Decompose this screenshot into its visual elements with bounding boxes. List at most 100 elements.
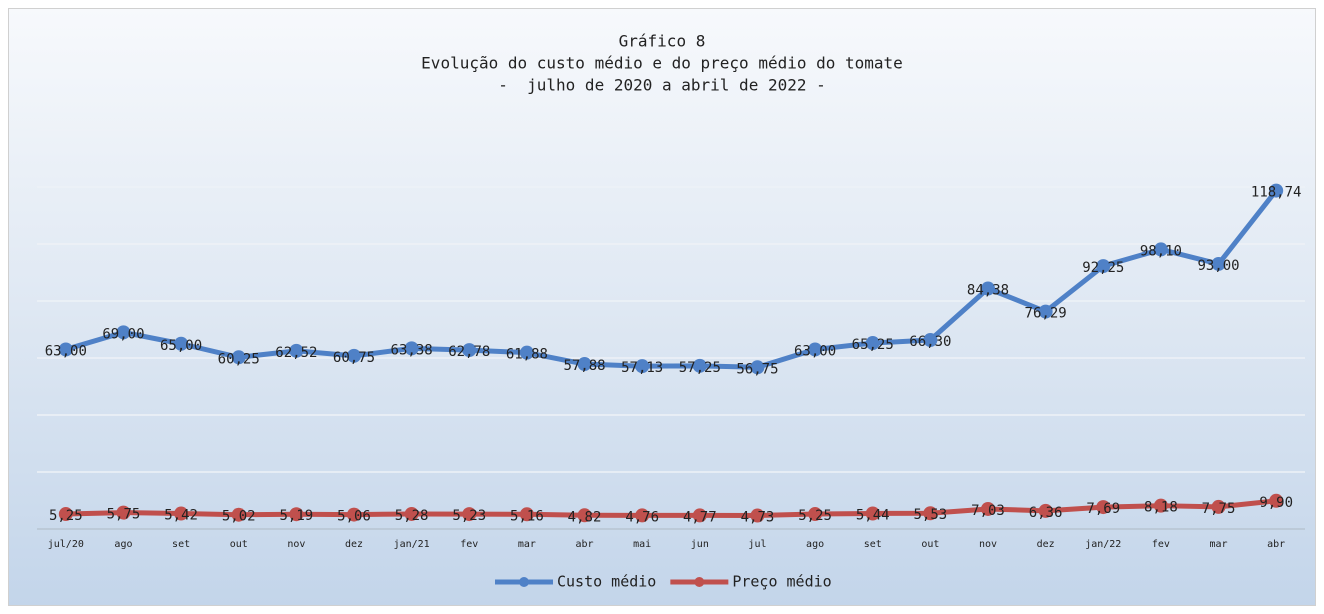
data-label: 4,82: [568, 509, 602, 525]
data-label: 6,36: [1029, 505, 1063, 521]
chart-subtitle: Evolução do custo médio e do preço médio…: [421, 54, 903, 73]
marker: [1211, 256, 1226, 271]
marker: [231, 507, 246, 522]
data-label: 69,00: [102, 326, 144, 342]
data-label: 5,25: [798, 508, 832, 524]
x-tick-label: set: [172, 539, 190, 550]
data-label: 7,75: [1202, 501, 1236, 517]
data-label: 65,00: [160, 338, 202, 354]
marker: [635, 359, 650, 374]
x-tick-label: jul: [748, 539, 766, 550]
marker: [1153, 242, 1168, 257]
data-label: 93,00: [1197, 258, 1239, 274]
marker: [923, 506, 938, 521]
marker: [1269, 493, 1284, 508]
data-label: 60,75: [333, 350, 375, 366]
data-label: 5,42: [164, 508, 198, 524]
data-label: 57,25: [679, 360, 721, 376]
x-tick-label: mai: [633, 539, 651, 550]
data-label: 9,90: [1259, 495, 1293, 511]
marker: [116, 505, 131, 520]
marker: [462, 507, 477, 522]
chart-subtitle: - julho de 2020 a abril de 2022 -: [498, 76, 826, 95]
x-tick-label: mar: [518, 539, 536, 550]
x-tick-label: dez: [345, 539, 363, 550]
x-tick-label: jan/22: [1085, 539, 1121, 550]
data-label: 57,88: [563, 358, 605, 374]
marker: [404, 506, 419, 521]
series-line: [65, 498, 1277, 519]
series-line: [65, 189, 1279, 370]
data-label: 5,53: [914, 507, 948, 523]
x-tick-label: out: [921, 539, 939, 550]
data-label: 8,18: [1144, 500, 1178, 516]
data-label: 118,74: [1251, 185, 1302, 201]
x-tick-label: nov: [287, 539, 305, 550]
data-label: 57,13: [621, 360, 663, 376]
data-label: 76,29: [1025, 306, 1067, 322]
data-label: 4,73: [741, 510, 775, 526]
x-tick-label: fev: [460, 539, 478, 550]
data-label: 5,28: [395, 508, 429, 524]
data-label: 4,77: [683, 509, 717, 525]
marker: [174, 506, 189, 521]
legend-marker: [694, 577, 705, 587]
data-label: 56,75: [736, 361, 778, 377]
data-label: 5,25: [49, 508, 83, 524]
data-label: 63,00: [794, 343, 836, 359]
marker: [1153, 498, 1168, 513]
marker: [635, 508, 650, 523]
marker: [58, 507, 73, 522]
marker: [808, 507, 823, 522]
data-label: 5,44: [856, 507, 890, 523]
marker: [519, 507, 534, 522]
marker: [174, 336, 189, 351]
marker: [231, 350, 246, 365]
chart-title: Gráfico 8: [619, 32, 706, 51]
marker: [692, 508, 707, 523]
data-label: 62,52: [275, 345, 317, 361]
x-tick-label: fev: [1152, 539, 1170, 550]
x-tick-label: out: [230, 539, 248, 550]
x-tick-label: jul/20: [48, 539, 84, 550]
data-label: 5,06: [337, 509, 371, 525]
data-label: 92,25: [1082, 260, 1124, 276]
x-tick-label: mar: [1210, 539, 1228, 550]
marker: [347, 507, 361, 522]
data-label: 7,03: [971, 503, 1005, 519]
data-label: 63,38: [391, 342, 433, 358]
data-label: 66,30: [909, 334, 951, 350]
x-tick-label: ago: [114, 539, 132, 550]
data-label: 5,19: [280, 508, 314, 524]
legend-label: Custo médio: [557, 573, 656, 591]
marker: [404, 341, 419, 356]
legend-label: Preço médio: [732, 573, 831, 591]
marker: [58, 342, 73, 357]
marker: [289, 507, 304, 522]
data-label: 5,23: [452, 508, 486, 524]
data-label: 98,10: [1140, 243, 1182, 259]
x-tick-label: abr: [1267, 539, 1285, 550]
data-label: 60,25: [218, 351, 260, 367]
x-tick-label: set: [864, 539, 882, 550]
marker: [1096, 500, 1111, 515]
marker: [981, 501, 995, 516]
data-label: 5,75: [107, 507, 141, 523]
marker: [1038, 304, 1053, 319]
data-label: 4,76: [625, 509, 659, 525]
x-tick-label: jun: [691, 539, 709, 550]
data-label: 7,69: [1086, 501, 1120, 517]
marker: [1096, 259, 1111, 274]
marker: [750, 360, 765, 375]
marker: [289, 343, 304, 358]
marker: [462, 343, 477, 358]
marker: [808, 342, 823, 357]
x-tick-label: abr: [576, 539, 594, 550]
marker: [865, 336, 880, 351]
x-tick-label: ago: [806, 539, 824, 550]
marker: [577, 508, 592, 523]
data-label: 5,02: [222, 509, 256, 525]
marker: [981, 281, 995, 296]
marker: [923, 333, 938, 348]
